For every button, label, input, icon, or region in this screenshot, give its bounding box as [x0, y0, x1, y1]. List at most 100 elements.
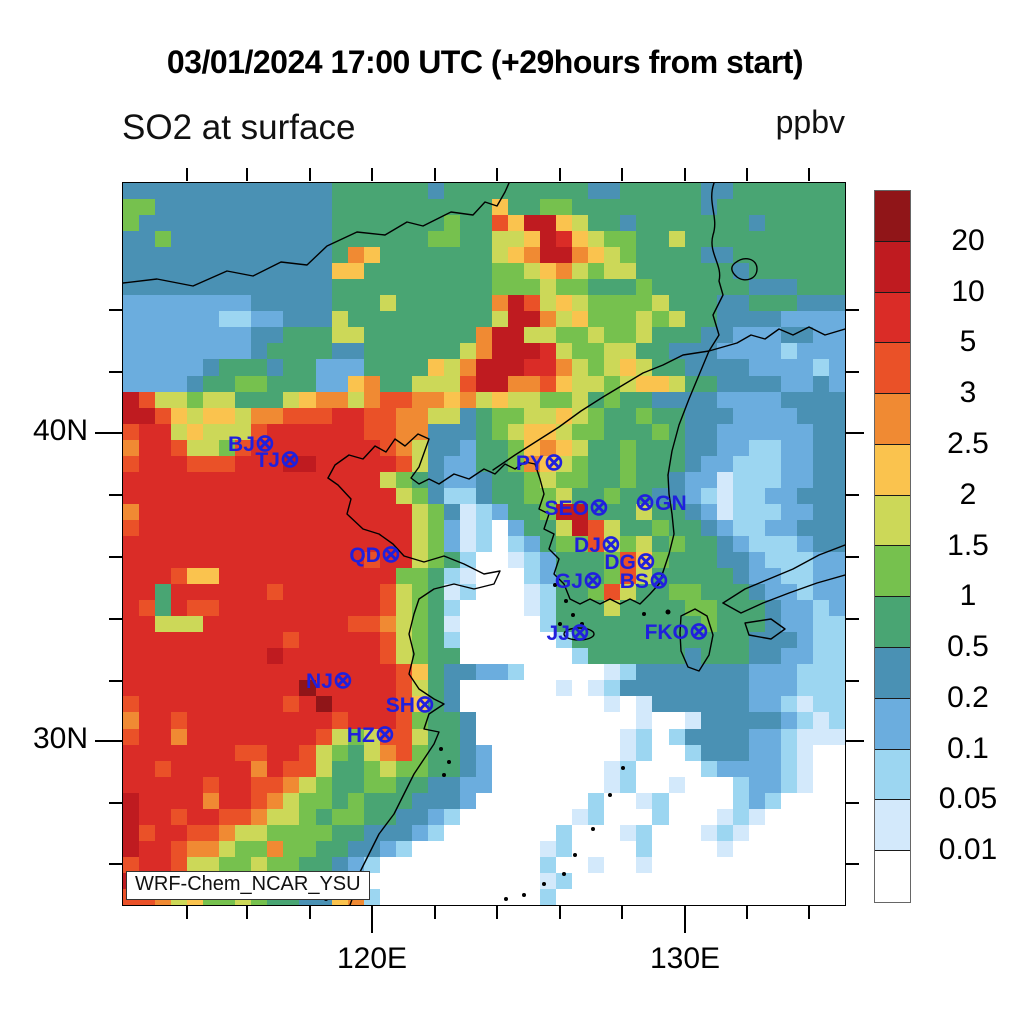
grid-cell	[540, 680, 557, 697]
grid-cell	[764, 295, 781, 312]
grid-cell	[203, 391, 220, 408]
grid-cell	[411, 295, 428, 312]
grid-cell	[700, 856, 717, 873]
grid-cell	[796, 776, 813, 793]
grid-cell	[203, 760, 220, 777]
grid-cell	[283, 680, 300, 697]
grid-cell	[283, 744, 300, 761]
grid-cell	[475, 247, 493, 264]
grid-cell	[732, 840, 749, 857]
grid-cell	[475, 279, 493, 296]
grid-cell	[475, 792, 493, 809]
grid-cell	[684, 872, 701, 889]
grid-cell	[604, 632, 621, 649]
grid-cell	[299, 199, 316, 216]
grid-cell	[203, 519, 220, 536]
grid-cell	[219, 519, 236, 536]
grid-cell	[363, 519, 380, 536]
grid-cell	[764, 439, 781, 456]
grid-cell	[636, 487, 653, 504]
grid-cell	[572, 824, 589, 841]
grid-cell	[235, 648, 252, 665]
grid-cell	[203, 712, 220, 729]
grid-cell	[524, 744, 541, 761]
grid-cell	[636, 231, 653, 248]
grid-cell	[123, 808, 140, 825]
grid-cell	[379, 199, 396, 216]
grid-cell	[203, 696, 220, 713]
grid-cell	[556, 231, 573, 248]
grid-cell	[572, 776, 589, 793]
grid-cell	[620, 712, 637, 729]
grid-cell	[508, 776, 525, 793]
grid-cell	[219, 279, 236, 296]
grid-cell	[171, 519, 188, 536]
grid-cell	[411, 311, 428, 328]
grid-cell	[315, 776, 332, 793]
grid-cell	[540, 856, 557, 873]
grid-cell	[171, 391, 188, 408]
grid-cell	[732, 888, 749, 905]
grid-cell	[475, 600, 493, 617]
grid-cell	[475, 343, 493, 360]
grid-cell	[700, 391, 717, 408]
grid-cell	[700, 696, 717, 713]
grid-cell	[620, 359, 637, 376]
grid-cell	[828, 215, 845, 232]
grid-cell	[604, 792, 621, 809]
grid-cell	[395, 888, 412, 905]
grid-cell	[299, 744, 316, 761]
y-axis-label: 30N	[32, 722, 88, 755]
grid-cell	[299, 535, 316, 553]
grid-cell	[780, 247, 797, 264]
grid-cell	[411, 648, 428, 665]
grid-cell	[299, 391, 316, 408]
variable-subtitle: SO2 at surface	[122, 108, 356, 147]
grid-cell	[828, 375, 845, 392]
grid-cell	[748, 792, 765, 809]
grid-cell	[572, 664, 589, 681]
grid-cell	[427, 215, 444, 232]
grid-cell	[716, 439, 733, 456]
grid-cell	[331, 728, 348, 745]
grid-cell	[684, 776, 701, 793]
grid-cell	[828, 712, 845, 729]
grid-cell	[267, 808, 284, 825]
grid-cell	[395, 487, 412, 504]
grid-cell	[540, 584, 557, 601]
grid-cell	[443, 343, 460, 360]
grid-cell	[828, 487, 845, 504]
grid-cell	[764, 824, 781, 841]
grid-cell	[716, 183, 733, 200]
grid-cell	[492, 680, 509, 697]
grid-cell	[812, 487, 829, 504]
grid-cell	[780, 840, 797, 857]
grid-cell	[299, 760, 316, 777]
grid-cell	[812, 183, 829, 200]
grid-cell	[540, 455, 557, 472]
grid-cell	[684, 568, 701, 585]
grid-cell	[219, 840, 236, 857]
grid-cell	[812, 231, 829, 248]
grid-cell	[588, 616, 605, 633]
grid-cell	[427, 840, 444, 857]
grid-cell	[299, 600, 316, 617]
grid-cell	[828, 455, 845, 472]
grid-cell	[347, 471, 364, 488]
grid-cell	[251, 664, 268, 681]
grid-cell	[283, 199, 300, 216]
grid-cell	[508, 295, 525, 312]
grid-cell	[748, 183, 765, 200]
grid-cell	[764, 183, 781, 200]
grid-cell	[379, 744, 396, 761]
grid-cell	[636, 503, 653, 520]
grid-cell	[411, 487, 428, 504]
grid-cell	[331, 568, 348, 585]
grid-cell	[620, 199, 637, 216]
grid-cell	[139, 343, 156, 360]
grid-cell	[828, 664, 845, 681]
grid-cell	[812, 343, 829, 360]
grid-cell	[235, 343, 252, 360]
grid-cell	[283, 584, 300, 601]
grid-cell	[123, 792, 140, 809]
